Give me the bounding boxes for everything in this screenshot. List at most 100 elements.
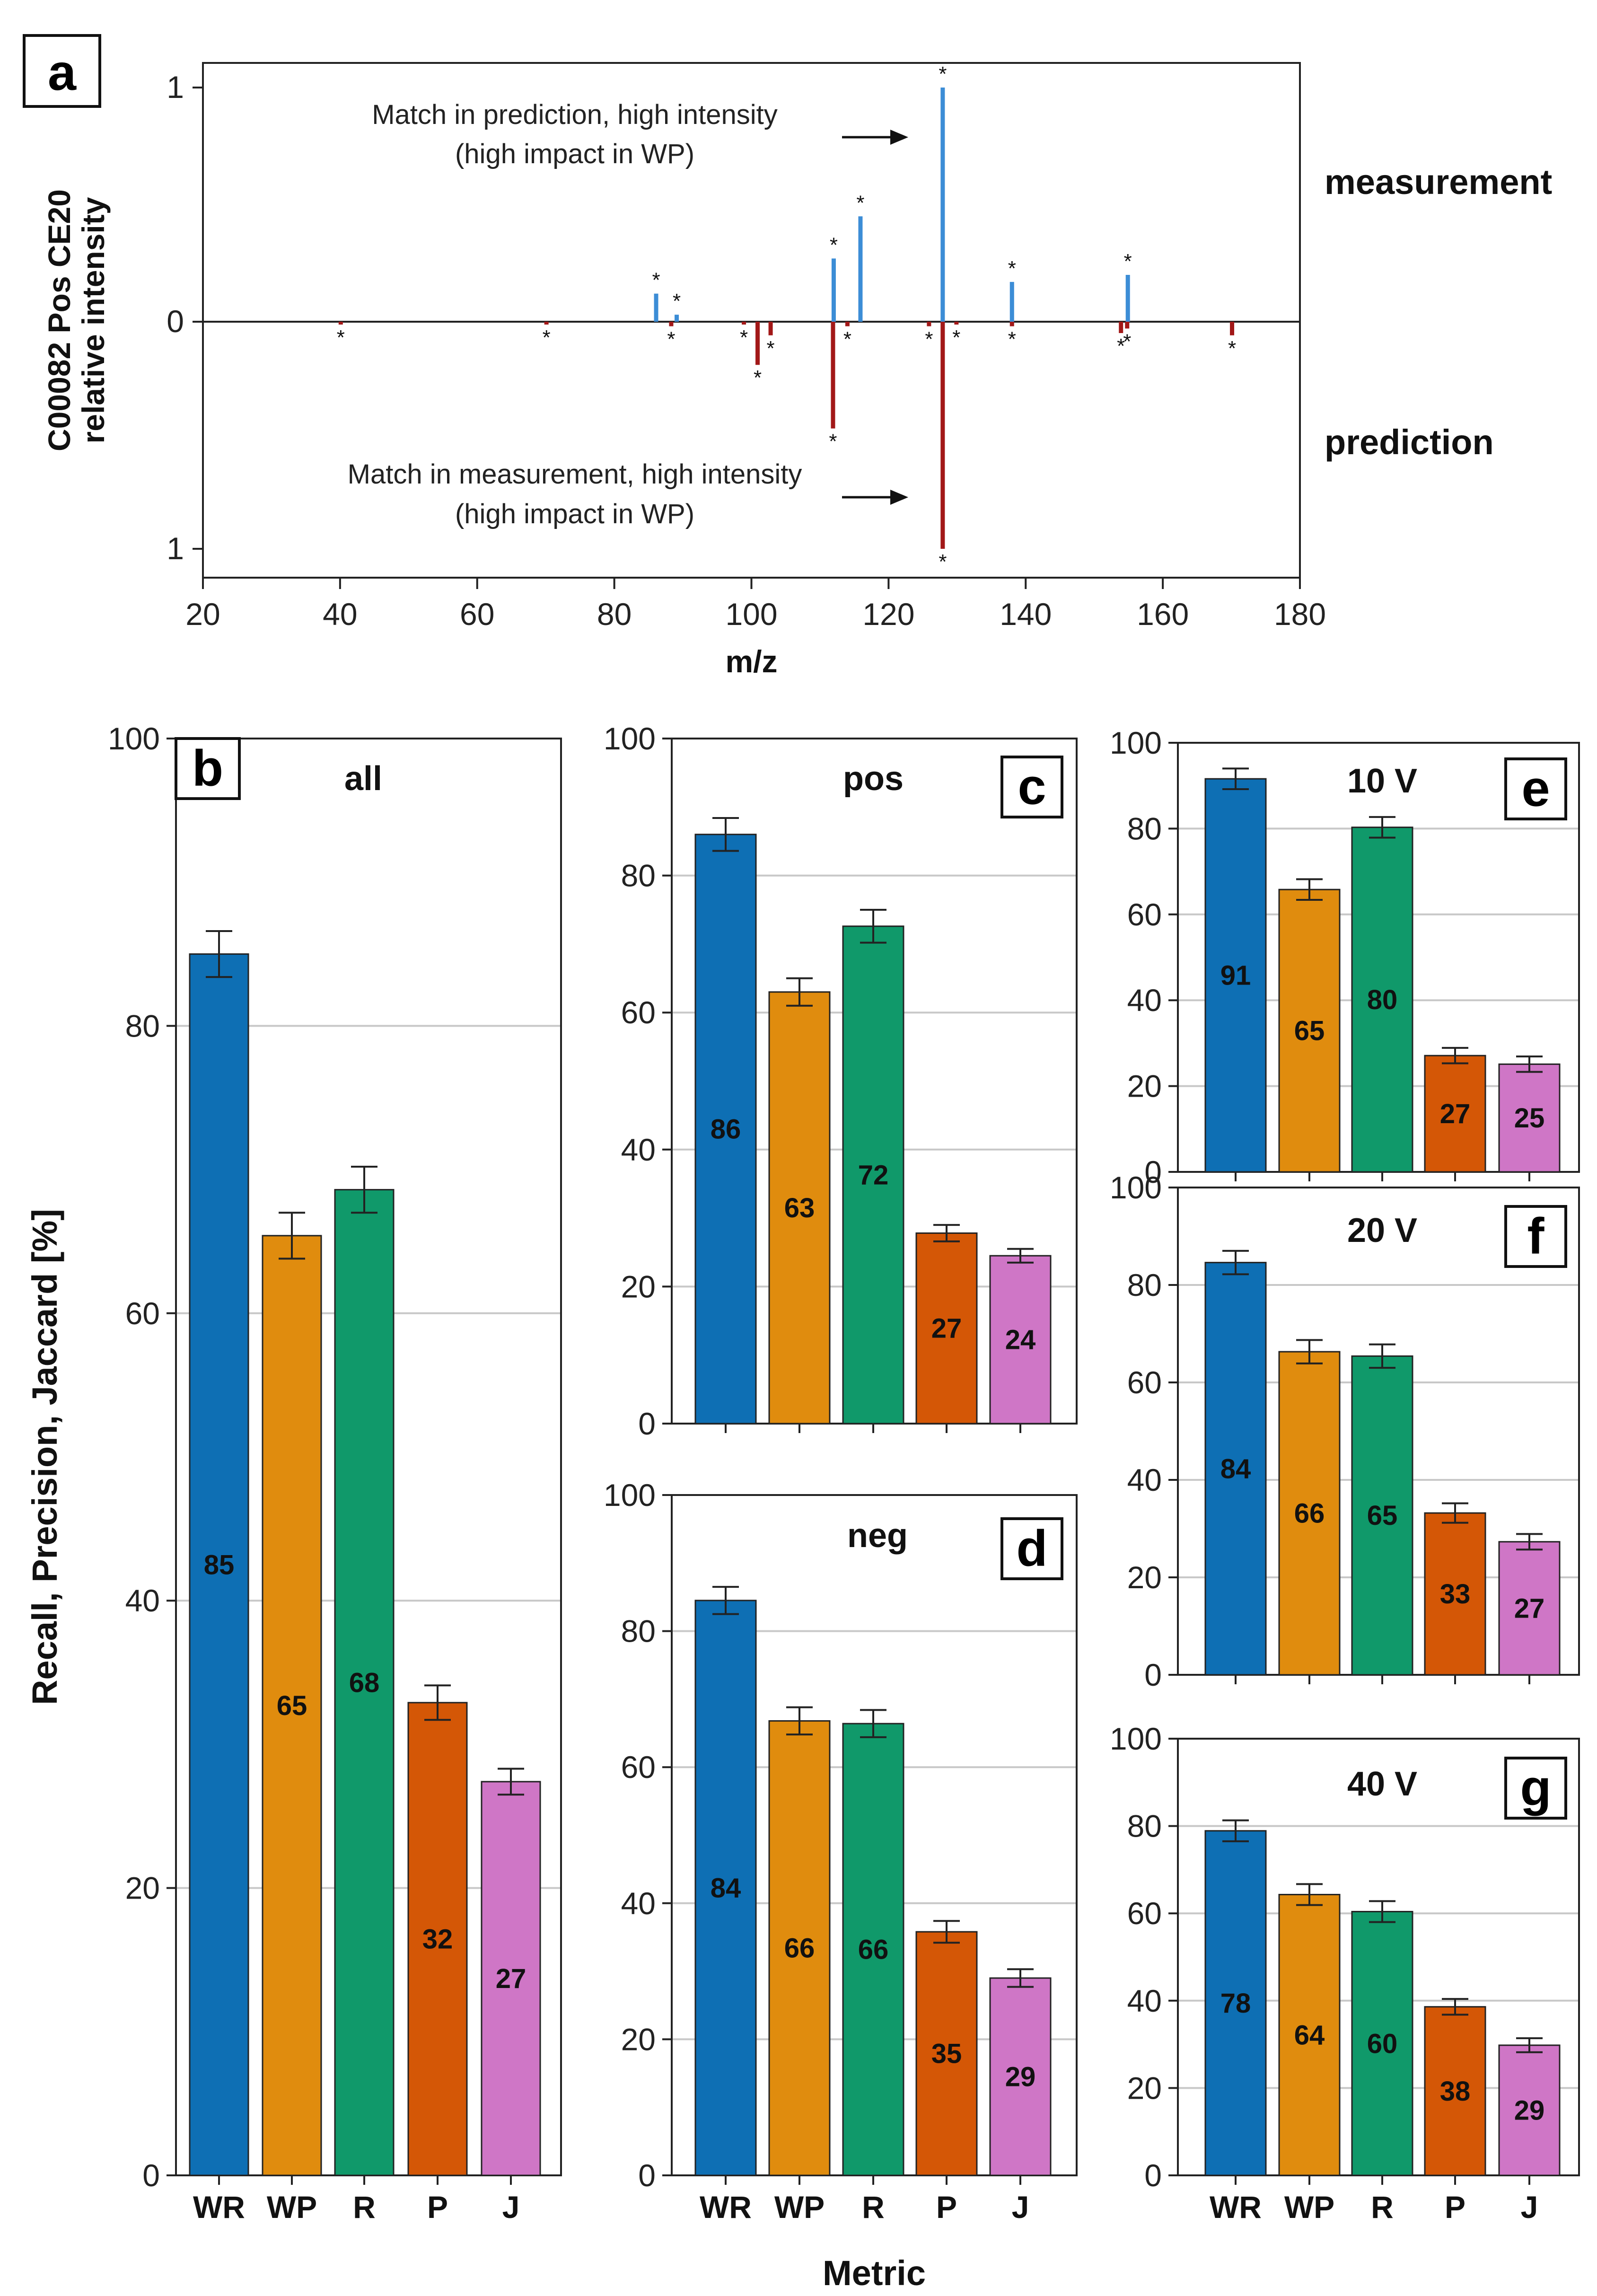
value-label: 84: [1220, 1453, 1251, 1484]
y-tick-label: 0: [142, 2158, 160, 2193]
bar-P: [1424, 1055, 1486, 1173]
arrow-head: [890, 490, 908, 505]
panel-letter: f: [1527, 1207, 1545, 1265]
match-marker: *: [1123, 330, 1131, 353]
x-axis-label: m/z: [725, 644, 777, 679]
category-label: R: [862, 2190, 885, 2225]
y-tick-label: 80: [1127, 1809, 1162, 1844]
y-tick-label: 1: [167, 531, 184, 566]
y-tick-label: 20: [621, 2022, 656, 2057]
match-marker: *: [939, 550, 947, 573]
y-tick-label: 60: [1127, 897, 1162, 932]
x-tick-label: 100: [725, 597, 777, 632]
panel-letter-box: [23, 34, 101, 108]
y-tick-label: 40: [621, 1132, 656, 1167]
annotation-top-line1: Match in prediction, high intensity: [372, 99, 778, 130]
measurement-label: measurement: [1325, 162, 1552, 202]
panel-letter-box: [1504, 1205, 1567, 1268]
value-label: 63: [784, 1193, 815, 1223]
y-tick-label: 20: [1127, 1069, 1162, 1104]
panel-title: neg: [847, 1517, 908, 1555]
x-tick-label: 180: [1274, 597, 1326, 632]
panel-letter: c: [1018, 758, 1046, 815]
bar-J: [989, 1255, 1052, 1425]
value-label: 24: [1005, 1325, 1036, 1355]
bar-P: [915, 1931, 978, 2176]
value-label: 27: [1514, 1593, 1545, 1624]
match-marker: *: [1117, 334, 1125, 358]
value-label: 38: [1440, 2076, 1471, 2107]
x-tick-label: 140: [1000, 597, 1052, 632]
panel-letter: e: [1521, 760, 1550, 817]
x-tick-label: 20: [185, 597, 220, 632]
panel-title: all: [344, 760, 382, 798]
match-marker: *: [939, 62, 947, 86]
x-tick-label: 160: [1137, 597, 1189, 632]
value-label: 25: [1514, 1103, 1545, 1134]
y-tick-label: 80: [621, 1614, 656, 1649]
match-marker: *: [667, 328, 675, 351]
match-marker: *: [1008, 328, 1016, 351]
panel-letter: g: [1520, 1759, 1552, 1816]
bar-WP: [1278, 888, 1341, 1173]
annotation-bottom-line2: (high impact in WP): [455, 499, 694, 529]
category-label: P: [427, 2190, 448, 2225]
bar-WR: [694, 1600, 757, 2176]
y-tick-label: 80: [621, 858, 656, 893]
match-marker: *: [830, 233, 838, 256]
category-label: WP: [774, 2190, 825, 2225]
value-label: 66: [858, 1935, 889, 1965]
y-tick-label: 0: [638, 2158, 656, 2193]
category-label: J: [502, 2190, 520, 2225]
y-tick-label: 1: [167, 70, 184, 105]
x-tick-label: 60: [460, 597, 494, 632]
panel-letter-box: [1000, 756, 1063, 818]
y-tick-label: 80: [125, 1008, 160, 1043]
bar-WP: [768, 1720, 831, 2176]
y-tick-label: 80: [1127, 811, 1162, 846]
y-tick-label: 0: [167, 304, 184, 339]
bar-J: [1498, 1063, 1561, 1173]
y-tick-label: 60: [1127, 1365, 1162, 1400]
panel-letter-box: [1504, 1757, 1567, 1820]
annotation-bottom-line1: Match in measurement, high intensity: [348, 459, 802, 490]
category-label: WR: [700, 2190, 752, 2225]
match-marker: *: [754, 366, 762, 389]
value-label: 35: [931, 2039, 962, 2069]
y-tick-label: 100: [1110, 1170, 1162, 1205]
y-tick-label: 20: [125, 1871, 160, 1906]
value-label: 78: [1220, 1988, 1251, 2019]
y-tick-label: 0: [1144, 1154, 1162, 1189]
panel-title: 20 V: [1347, 1212, 1417, 1249]
bar-WR: [189, 953, 249, 2176]
bar-J: [1498, 1541, 1561, 1676]
bar-P: [1424, 1512, 1486, 1676]
x-tick-label: 120: [862, 597, 914, 632]
panel-letter: d: [1017, 1520, 1048, 1577]
value-label: 91: [1220, 960, 1251, 991]
y-tick-label: 60: [125, 1296, 160, 1331]
match-marker: *: [767, 337, 775, 360]
category-label: J: [1012, 2190, 1029, 2225]
bar-P: [1424, 2006, 1486, 2176]
value-label: 27: [931, 1313, 962, 1344]
value-label: 65: [1367, 1500, 1398, 1531]
y-tick-label: 40: [1127, 983, 1162, 1018]
panel-letter: b: [192, 739, 223, 797]
match-marker: *: [337, 326, 345, 349]
y-tick-label: 100: [1110, 725, 1162, 760]
value-label: 66: [784, 1933, 815, 1964]
y-tick-label: 80: [1127, 1267, 1162, 1302]
bar-WR: [1204, 778, 1267, 1173]
value-label: 85: [204, 1549, 235, 1580]
panel-title: 10 V: [1347, 762, 1417, 800]
y-tick-label: 0: [1144, 2158, 1162, 2193]
bar-WR: [1204, 1830, 1267, 2176]
bar-WR: [694, 834, 757, 1425]
y-tick-label: 20: [1127, 2070, 1162, 2105]
value-label: 60: [1367, 2028, 1398, 2059]
value-label: 27: [496, 1963, 526, 1994]
